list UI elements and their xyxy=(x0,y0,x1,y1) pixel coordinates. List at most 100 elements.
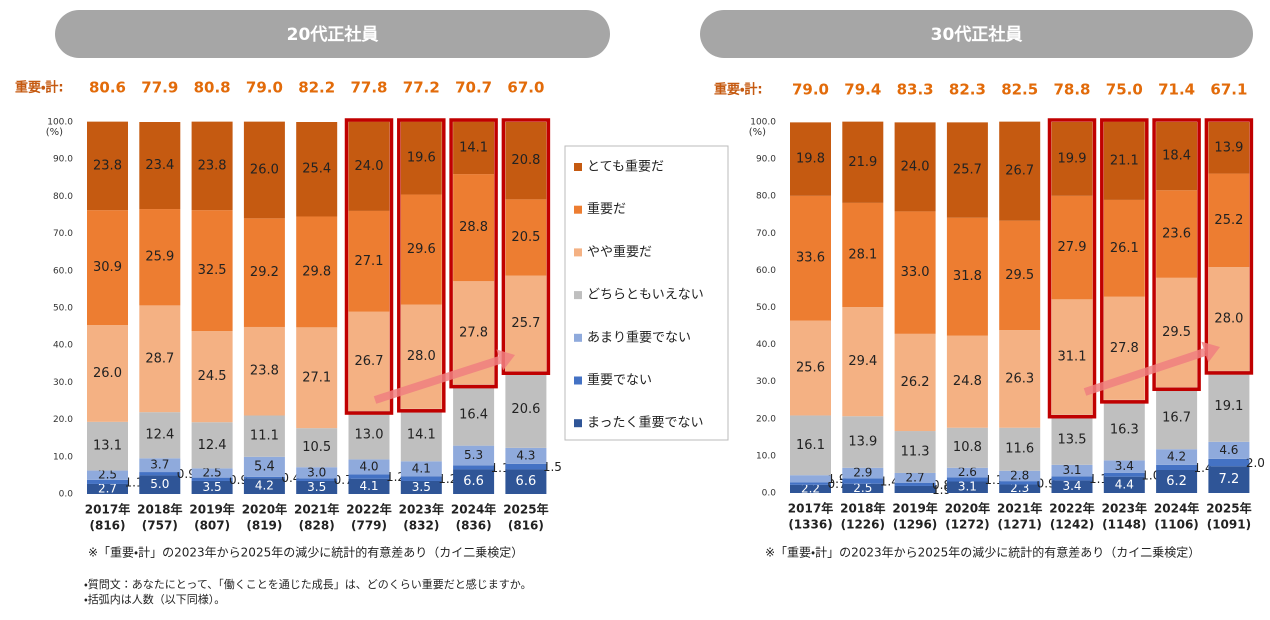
value-label: 0.9 xyxy=(229,473,248,487)
value-label: 6.2 xyxy=(1166,474,1187,489)
sample-size: (816) xyxy=(508,519,544,533)
bar-segment xyxy=(453,445,495,466)
bar-segment xyxy=(842,416,884,468)
bar-segment xyxy=(946,481,988,493)
legend-label: まったく重要でない xyxy=(587,415,703,431)
bar-segment xyxy=(243,476,285,479)
y-tick-label: 40.0 xyxy=(756,340,776,350)
bar-segment xyxy=(894,482,936,486)
bar-segment xyxy=(243,415,285,457)
bar-segment xyxy=(999,470,1041,482)
total-value: 77.9 xyxy=(141,79,178,97)
value-label: 13.1 xyxy=(93,439,122,454)
value-label: 0.8 xyxy=(932,478,951,492)
value-label: 1.1 xyxy=(984,473,1003,487)
value-label: 5.0 xyxy=(150,477,169,491)
value-label: 23.8 xyxy=(93,158,122,173)
value-label: 33.0 xyxy=(901,265,930,280)
bar-segment xyxy=(999,484,1041,493)
legend-swatch xyxy=(574,333,582,342)
value-label: 2.5 xyxy=(98,468,117,482)
bar-segment xyxy=(1051,414,1093,465)
value-label: 29.5 xyxy=(1005,268,1034,283)
value-label: 19.6 xyxy=(407,151,436,166)
legend-label: あまり重要でない xyxy=(587,329,691,345)
x-tick-label: 2021年 xyxy=(997,501,1042,516)
total-value: 70.7 xyxy=(455,79,492,97)
value-label: 3.5 xyxy=(203,480,222,494)
bar-segment xyxy=(191,422,233,469)
highlight-box xyxy=(1152,118,1201,392)
bar-segment xyxy=(87,121,128,211)
value-label: 4.6 xyxy=(1219,443,1238,457)
bar-segment xyxy=(505,199,547,276)
value-label: 2.3 xyxy=(1010,481,1029,495)
bar-segment xyxy=(139,475,181,494)
highlight-box xyxy=(344,118,394,415)
value-label: 25.2 xyxy=(1214,213,1243,228)
value-label: 21.1 xyxy=(1110,153,1139,168)
x-tick-label: 2020年 xyxy=(242,502,287,517)
value-label: 1.1 xyxy=(491,461,510,475)
x-tick-label: 2018年 xyxy=(840,501,885,516)
note: ・括弧内は人数（以下同様）。 xyxy=(84,592,225,606)
y-tick-label: 50.0 xyxy=(53,304,73,314)
sample-size: (1148) xyxy=(1102,518,1146,532)
bar-segment xyxy=(894,122,936,212)
value-label: 1.2 xyxy=(386,470,405,484)
trend-arrow xyxy=(1083,348,1207,396)
value-label: 5.4 xyxy=(254,459,275,474)
total-value: 77.2 xyxy=(403,79,440,97)
total-value: 79.4 xyxy=(844,81,881,99)
value-label: 2.2 xyxy=(801,481,820,495)
y-tick-label: 20.0 xyxy=(53,415,73,425)
bar-segment xyxy=(87,479,128,484)
bar-segment xyxy=(453,469,495,494)
value-label: 14.1 xyxy=(459,140,488,155)
total-value: 79.0 xyxy=(792,81,829,99)
bar-segment xyxy=(505,371,547,448)
note: ※「重要・計」の2023年から2025年の減少に統計的有意差あり（カイ二乗検定） xyxy=(88,545,523,560)
value-label: 24.8 xyxy=(953,374,982,389)
y-tick-label: 30.0 xyxy=(756,377,776,387)
bar-segment xyxy=(842,483,884,493)
bar-segment xyxy=(505,469,547,494)
sample-size: (828) xyxy=(299,519,335,533)
bar-segment xyxy=(453,121,495,175)
y-unit: (%) xyxy=(749,127,766,138)
x-tick-label: 2025年 xyxy=(1206,501,1251,516)
bar-segment xyxy=(296,478,338,481)
bar-segment xyxy=(842,307,884,417)
value-label: 26.7 xyxy=(355,354,384,369)
value-label: 26.1 xyxy=(1110,241,1139,256)
bar-segment xyxy=(139,122,181,210)
sample-size: (807) xyxy=(194,519,230,533)
y-tick-label: 90.0 xyxy=(756,155,776,165)
total-value: 82.3 xyxy=(949,81,986,99)
value-label: 13.9 xyxy=(848,434,877,449)
value-label: 2.9 xyxy=(853,466,872,480)
bar-segment xyxy=(243,326,285,416)
value-label: 11.1 xyxy=(250,429,279,444)
value-label: 31.8 xyxy=(953,269,982,284)
value-label: 12.4 xyxy=(145,428,174,443)
bar-segment xyxy=(946,217,988,336)
bar-segment xyxy=(243,456,285,477)
bar-segment xyxy=(87,483,128,494)
x-tick-label: 2018年 xyxy=(137,502,182,517)
sample-size: (816) xyxy=(89,519,125,533)
bar-segment xyxy=(191,477,233,481)
bar-segment xyxy=(894,472,936,483)
value-label: 19.9 xyxy=(1058,151,1087,166)
bar-segment xyxy=(842,202,884,308)
bar-segment xyxy=(453,384,495,446)
bar-segment xyxy=(1208,441,1250,459)
bar-segment xyxy=(842,121,884,203)
total-value: 78.8 xyxy=(1053,81,1090,99)
value-label: 12.4 xyxy=(198,438,227,453)
bar-segment xyxy=(1156,387,1198,450)
sample-size: (836) xyxy=(456,519,492,533)
x-tick-label: 2022年 xyxy=(346,502,391,517)
value-label: 26.7 xyxy=(1005,164,1034,179)
